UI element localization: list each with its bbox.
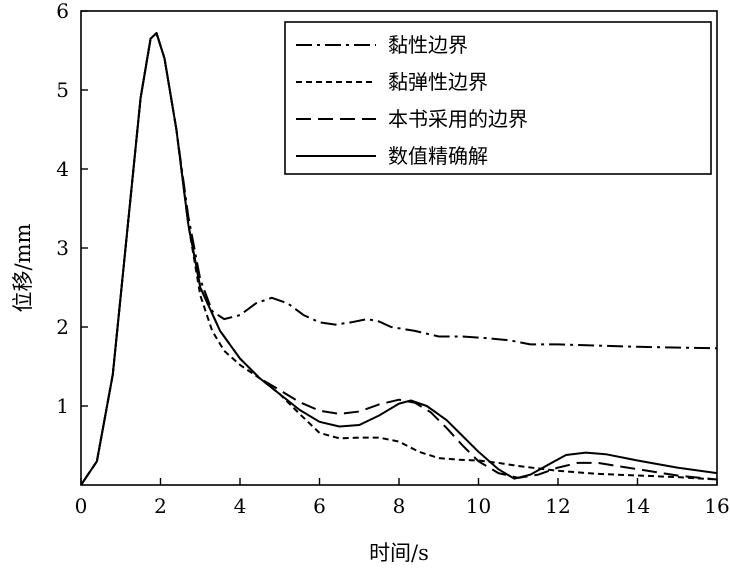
y-tick-label: 4	[56, 157, 69, 181]
legend-label-3: 本书采用的边界	[388, 107, 528, 131]
x-tick-label: 2	[154, 494, 167, 518]
y-tick-label: 2	[56, 315, 69, 339]
y-tick-label: 5	[56, 78, 69, 102]
x-axis-label: 时间/s	[369, 541, 429, 565]
legend-label-2: 黏弹性边界	[388, 70, 488, 94]
y-tick-label: 3	[56, 236, 69, 260]
y-tick-label: 6	[56, 0, 69, 23]
x-tick-label: 12	[545, 494, 570, 518]
legend-label-1: 黏性边界	[388, 33, 468, 57]
y-tick-label: 1	[56, 394, 69, 418]
legend-label-4: 数值精确解	[388, 144, 488, 168]
y-axis-label: 位移/mm	[11, 223, 35, 312]
series-line-4	[80, 32, 718, 486]
x-tick-label: 14	[625, 494, 650, 518]
x-tick-label: 8	[393, 494, 406, 518]
x-tick-label: 6	[313, 494, 326, 518]
series-line-2	[80, 32, 718, 486]
series-lines	[80, 32, 718, 486]
x-tick-label: 0	[75, 494, 88, 518]
legend-box	[284, 21, 712, 175]
series-line-3	[80, 32, 718, 486]
x-tick-label: 16	[704, 494, 729, 518]
x-tick-label: 4	[234, 494, 247, 518]
x-tick-label: 10	[466, 494, 491, 518]
